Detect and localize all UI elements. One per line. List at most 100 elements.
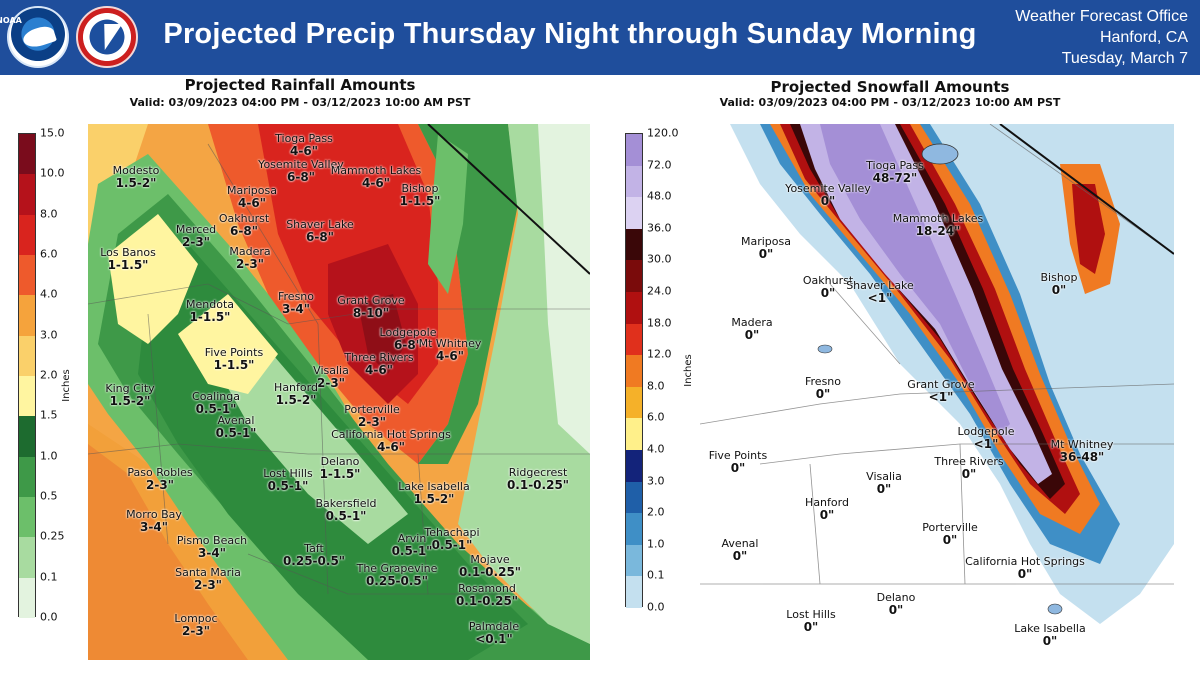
rain-colorbar-segment (19, 335, 35, 377)
location-name: Oakhurst (218, 212, 270, 225)
rain-colorbar-tick: 0.1 (40, 570, 58, 584)
location-name: Madera (229, 245, 271, 258)
location-name: Visalia (866, 470, 902, 483)
snow-colorbar-tick: 4.0 (647, 442, 665, 456)
location-name: Mt Whitney (1050, 438, 1114, 451)
location-name: Taft (304, 542, 324, 555)
snow-map-label: Porterville 0" (922, 521, 978, 547)
rain-map-label: Rosamond 0.1-0.25" (456, 582, 518, 608)
location-name: Tehachapi (424, 526, 480, 539)
rain-colorbar-segment (19, 497, 35, 538)
rain-colorbar-tick: 0.5 (40, 489, 58, 503)
snow-map: Tioga Pass 48-72" Yosemite Valley 0" Mammoth… (700, 124, 1174, 660)
location-name: Mt Whitney (418, 337, 482, 350)
location-name: Tioga Pass (275, 132, 333, 145)
amount-value: 0.1-0.25" (455, 594, 519, 608)
rain-map-label: Ridgecrest 0.1-0.25" (507, 466, 569, 492)
location-name: Tioga Pass (866, 159, 924, 172)
rain-colorbar-unit: Inches (60, 369, 72, 402)
snow-map-label: Lost Hills 0" (786, 608, 835, 634)
snow-map-label: Delano 0" (877, 591, 916, 617)
amount-value: 0" (961, 467, 977, 481)
snow-colorbar-segment (626, 355, 642, 388)
location-name: Five Points (708, 449, 768, 462)
rain-map-fill (88, 124, 590, 660)
location-name: Porterville (922, 521, 978, 534)
noaa-logo-text: NOAA (0, 16, 22, 25)
amount-value: 0" (876, 482, 892, 496)
amount-value: 1.5-2" (413, 492, 455, 506)
location-name: Oakhurst (802, 274, 854, 287)
rain-map-label: Palmdale <0.1" (469, 620, 519, 646)
rain-map-label: Lake Isabella 1.5-2" (398, 480, 469, 506)
amount-value: 0" (758, 247, 774, 261)
location-name: Shaver Lake (846, 279, 914, 292)
rain-map-label: Lodgepole 6-8" (380, 326, 437, 352)
rain-map-label: Porterville 2-3" (344, 403, 400, 429)
snow-map-label: Shaver Lake <1" (846, 279, 914, 305)
location-name: Grant Grove (337, 294, 405, 307)
rain-colorbar-segment (19, 537, 35, 579)
amount-value: 8-10" (352, 306, 390, 320)
nws-logo (76, 6, 138, 68)
location-name: Paso Robles (127, 466, 193, 479)
rain-map-label: Bishop 1-1.5" (400, 182, 441, 208)
snow-colorbar-tick: 120.0 (647, 126, 679, 140)
amount-value: 0" (1042, 634, 1058, 648)
amount-value: 4-6" (362, 176, 390, 190)
snow-colorbar-segment (626, 481, 642, 514)
rain-map-label: California Hot Springs 4-6" (331, 428, 451, 454)
rain-map-label: King City 1.5-2" (105, 382, 154, 408)
amount-value: 6-8" (394, 338, 422, 352)
rain-colorbar-tick: 3.0 (40, 328, 58, 342)
location-name: Rosamond (458, 582, 516, 595)
amount-value: 0.5-1" (267, 479, 309, 493)
location-name: Lompoc (174, 612, 218, 625)
snow-map-label: Yosemite Valley 0" (785, 182, 871, 208)
amount-value: <0.1" (475, 632, 513, 646)
location-name: Bishop (1040, 271, 1078, 284)
lightning-icon (95, 24, 123, 50)
rain-colorbar-tick: 8.0 (40, 207, 58, 221)
rain-colorbar-tick: 6.0 (40, 247, 58, 261)
rain-map-label: Mendota 1-1.5" (186, 298, 234, 324)
snow-title: Projected Snowfall Amounts (770, 78, 1010, 96)
snow-map-label: Grant Grove <1" (907, 378, 974, 404)
snow-colorbar-tick: 18.0 (647, 316, 672, 330)
amount-value: 0.1-0.25" (458, 565, 522, 579)
location-name: Bishop (401, 182, 439, 195)
amount-value: 0" (732, 549, 748, 563)
location-name: Santa Maria (175, 566, 241, 579)
amount-value: 0" (744, 328, 760, 342)
rain-colorbar-segment (19, 255, 35, 296)
snow-colorbar-segment (626, 450, 642, 483)
rain-map-label: Morro Bay 3-4" (126, 508, 182, 534)
noaa-logo: NOAA (0, 6, 69, 68)
rain-map-label: Shaver Lake 6-8" (286, 218, 354, 244)
snow-colorbar-segment (626, 260, 642, 293)
snow-map-label: Lodgepole <1" (958, 425, 1015, 451)
snow-colorbar-tick: 24.0 (647, 284, 672, 298)
amount-value: 1-1.5" (319, 467, 361, 481)
rain-map-label: Lompoc 2-3" (174, 612, 217, 638)
page-title: Projected Precip Thursday Night through … (163, 18, 977, 50)
location-name: Avenal (217, 414, 255, 427)
rain-map-label: Santa Maria 2-3" (175, 566, 241, 592)
location-name: Lake Isabella (398, 480, 470, 493)
location-name: Madera (731, 316, 773, 329)
location-name: Arvin (397, 532, 427, 545)
location-name: Mammoth Lakes (330, 164, 422, 177)
location-name: Modesto (112, 164, 160, 177)
location-name: Yosemite Valley (785, 182, 871, 195)
location-name: Avenal (721, 537, 759, 550)
location-name: Bakersfield (315, 497, 377, 510)
rain-colorbar-segment (19, 295, 35, 337)
amount-value: 0" (803, 620, 819, 634)
snow-colorbar-tick: 3.0 (647, 474, 665, 488)
amount-value: 0" (815, 387, 831, 401)
snow-map-label: Three Rivers 0" (934, 455, 1003, 481)
snow-colorbar-tick: 30.0 (647, 252, 672, 266)
rain-map-label: Lost Hills 0.5-1" (263, 467, 312, 493)
snow-colorbar-tick: 6.0 (647, 410, 665, 424)
amount-value: 6-8" (306, 230, 334, 244)
